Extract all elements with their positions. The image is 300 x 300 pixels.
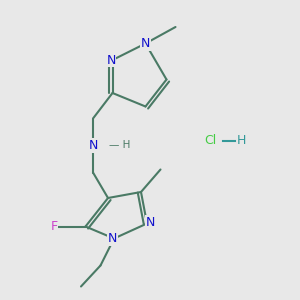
Text: N: N [106, 53, 116, 67]
Text: N: N [145, 215, 155, 229]
Text: F: F [50, 220, 58, 233]
Text: N: N [141, 37, 150, 50]
Text: Cl: Cl [204, 134, 216, 148]
Text: N: N [88, 139, 98, 152]
Text: H: H [237, 134, 246, 148]
Text: — H: — H [109, 140, 130, 151]
Text: N: N [108, 232, 117, 245]
